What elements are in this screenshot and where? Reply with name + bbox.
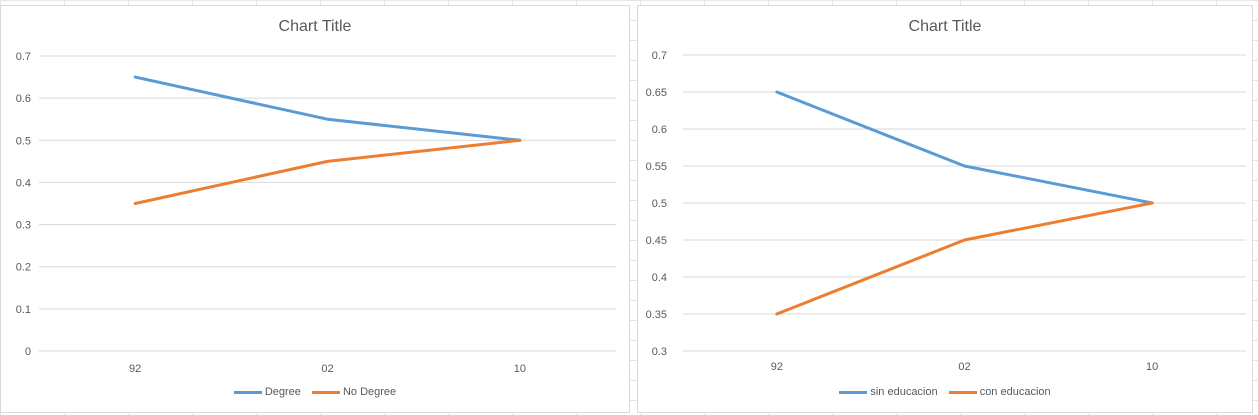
y-tick-label: 0.5 [652,198,667,210]
data-point [964,165,965,167]
legend-label: Degree [264,386,301,398]
y-tick-label: 0.6 [16,93,31,105]
data-point [964,239,965,241]
y-tick-label: 0.4 [16,177,31,189]
data-point [134,203,136,204]
x-tick-label: 10 [1146,361,1158,373]
chart-title: Chart Title [278,18,352,35]
y-tick-label: 0.65 [646,87,667,99]
y-tick-label: 0.55 [646,161,667,173]
y-tick-label: 0.2 [16,262,31,274]
y-tick-label: 0.7 [16,51,31,63]
y-tick-label: 0.5 [16,135,31,147]
y-tick-label: 0.35 [646,309,667,321]
y-tick-label: 0 [25,346,31,358]
legend-item-series-1: Degree [233,386,301,398]
chart-left[interactable]: Chart Title 0 0.1 0.2 0.3 0.4 0.5 0.6 0.7 92 02 10… [0,5,630,413]
y-tick-label: 0.45 [646,235,667,247]
data-point [134,76,136,78]
chart-legend: sin educacion con educacion [638,386,1252,398]
series-line-2 [133,138,522,205]
data-point [776,313,778,315]
series-line-1 [775,90,1154,205]
legend-item-series-2: con educacion [948,386,1051,398]
series-line-1 [133,75,522,142]
x-tick-label: 92 [771,361,783,373]
x-tick-label: 10 [514,363,526,375]
chart-right[interactable]: Chart Title 0.3 0.35 0.4 0.45 0.5 0.55 0.6 0.65… [637,5,1253,413]
x-tick-label: 02 [958,361,970,373]
data-point [1151,202,1153,204]
chart-plot-area-right: 0.3 0.35 0.4 0.45 0.5 0.55 0.6 0.65 0.7 92 02 10 [646,50,1246,373]
legend-swatch-icon [233,390,262,394]
legend-swatch-icon [839,390,868,394]
legend-item-series-1: sin educacion [839,386,938,398]
chart-plot-area-left: 0 0.1 0.2 0.3 0.4 0.5 0.6 0.7 92 02 10 [16,51,616,375]
legend-label: sin educacion [870,386,938,398]
chart-title: Chart Title [908,18,982,35]
data-point [519,139,521,141]
x-tick-label: 02 [321,363,333,375]
legend-item-series-2: No Degree [311,386,397,398]
data-point [327,118,328,120]
legend-label: con educacion [979,386,1051,398]
y-tick-label: 0.6 [652,124,667,136]
legend-label: No Degree [342,386,397,398]
y-tick-label: 0.3 [652,346,667,358]
y-tick-label: 0.3 [16,220,31,232]
legend-swatch-icon [311,390,340,394]
series-line-2 [775,201,1154,316]
data-point [327,160,328,162]
y-tick-label: 0.7 [652,50,667,62]
data-point [776,91,778,93]
chart-legend: Degree No Degree [1,386,629,398]
legend-swatch-icon [948,390,977,394]
y-tick-label: 0.1 [16,304,31,316]
y-tick-label: 0.4 [652,272,667,284]
x-tick-label: 92 [129,363,141,375]
